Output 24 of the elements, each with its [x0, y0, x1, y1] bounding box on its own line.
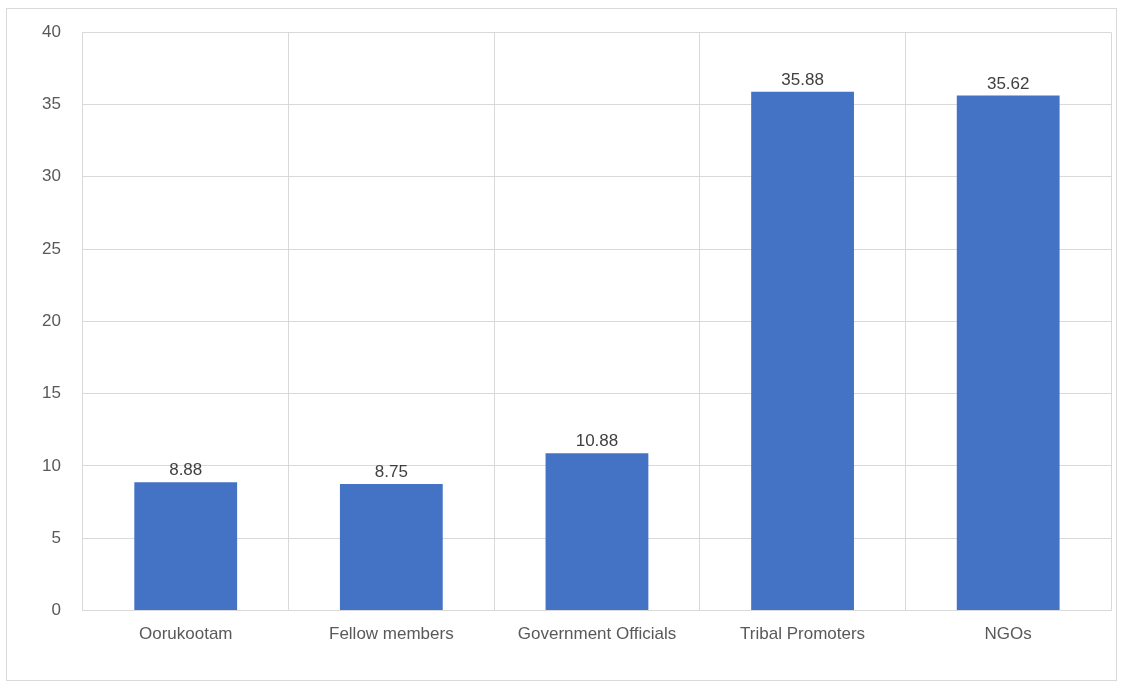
bar: [751, 91, 854, 611]
bar: [134, 482, 238, 611]
y-tick-label: 5: [51, 527, 61, 547]
y-tick-label: 25: [41, 238, 61, 258]
x-tick-label: Oorukootam: [138, 624, 233, 644]
y-tick-label: 20: [41, 311, 61, 331]
x-tick-label: Tribal Promoters: [740, 624, 866, 644]
bar: [339, 484, 443, 611]
data-label: 8.75: [374, 462, 408, 482]
x-tick-label: Government Officials: [517, 624, 677, 644]
data-label: 35.62: [986, 73, 1030, 93]
x-tick-label: NGOs: [984, 624, 1032, 644]
bar: [545, 453, 649, 611]
y-tick-label: 40: [41, 21, 61, 41]
y-tick-label: 15: [41, 383, 61, 403]
bar: [956, 95, 1060, 611]
x-tick-label: Fellow members: [328, 624, 454, 644]
y-tick-label: 10: [41, 455, 61, 475]
data-label: 8.88: [169, 460, 203, 480]
y-tick-label: 35: [41, 94, 61, 114]
data-label: 10.88: [575, 431, 619, 451]
y-tick-label: 0: [51, 600, 61, 620]
data-label: 35.88: [781, 69, 824, 89]
y-tick-label: 30: [41, 166, 61, 186]
